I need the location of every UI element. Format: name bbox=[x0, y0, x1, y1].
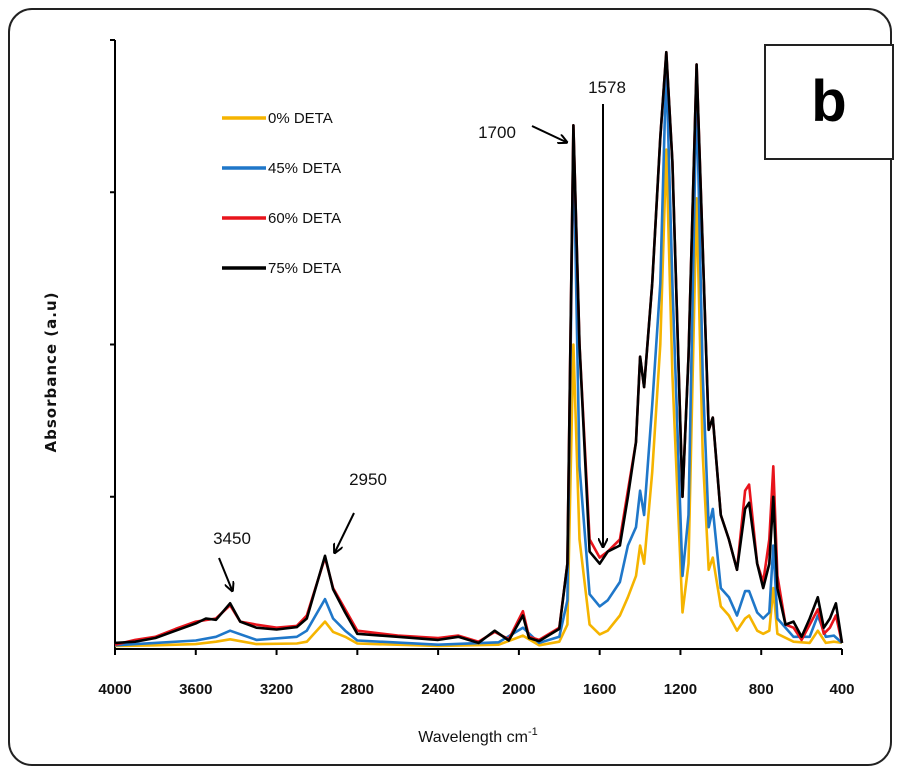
annotation-layer: 3450 2950 1700 1578 bbox=[213, 78, 626, 590]
x-axis-title-sup: -1 bbox=[528, 726, 538, 738]
x-tick-label-1600: 1600 bbox=[583, 681, 616, 698]
annotation-label-2950: 2950 bbox=[349, 470, 387, 489]
series-line-45-deta bbox=[114, 63, 843, 647]
x-axis-title-main: Wavelength cm bbox=[418, 729, 528, 746]
chart-frame bbox=[8, 8, 892, 766]
annotation-label-1578: 1578 bbox=[588, 78, 626, 97]
series-line-75-deta bbox=[114, 50, 844, 645]
x-axis-title: Wavelength cm-1 bbox=[418, 726, 537, 746]
series-layer bbox=[114, 50, 844, 648]
x-tick-label-3600: 3600 bbox=[179, 681, 212, 698]
y-axis-title: Absorbance (a.u) bbox=[42, 291, 60, 452]
legend: 0% DETA 45% DETA 60% DETA 75% DETA bbox=[222, 110, 341, 277]
axes: 4000 3600 3200 2800 2400 2000 1600 1200 800 400 bbox=[98, 39, 855, 698]
panel-label-box: b bbox=[764, 44, 894, 160]
series-line-0-deta bbox=[114, 148, 843, 648]
annotation-arrow-2950 bbox=[335, 512, 355, 552]
annotation-arrow-1700 bbox=[531, 125, 566, 142]
x-tick-label-4000: 4000 bbox=[98, 681, 131, 698]
annotation-label-3450: 3450 bbox=[213, 529, 251, 548]
annotation-arrow-3450 bbox=[218, 557, 232, 590]
legend-label-1: 45% DETA bbox=[268, 160, 341, 177]
x-tick-label-2400: 2400 bbox=[421, 681, 454, 698]
legend-label-0: 0% DETA bbox=[268, 110, 333, 127]
x-tick-label-2800: 2800 bbox=[341, 681, 374, 698]
x-tick-label-800: 800 bbox=[749, 681, 774, 698]
legend-label-3: 75% DETA bbox=[268, 260, 341, 277]
x-tick-label-1200: 1200 bbox=[664, 681, 697, 698]
x-tick-label-2000: 2000 bbox=[502, 681, 535, 698]
x-tick-label-3200: 3200 bbox=[260, 681, 293, 698]
x-tick-label-400: 400 bbox=[829, 681, 854, 698]
annotation-label-1700: 1700 bbox=[478, 123, 516, 142]
legend-label-2: 60% DETA bbox=[268, 210, 341, 227]
panel-label: b bbox=[811, 69, 847, 134]
